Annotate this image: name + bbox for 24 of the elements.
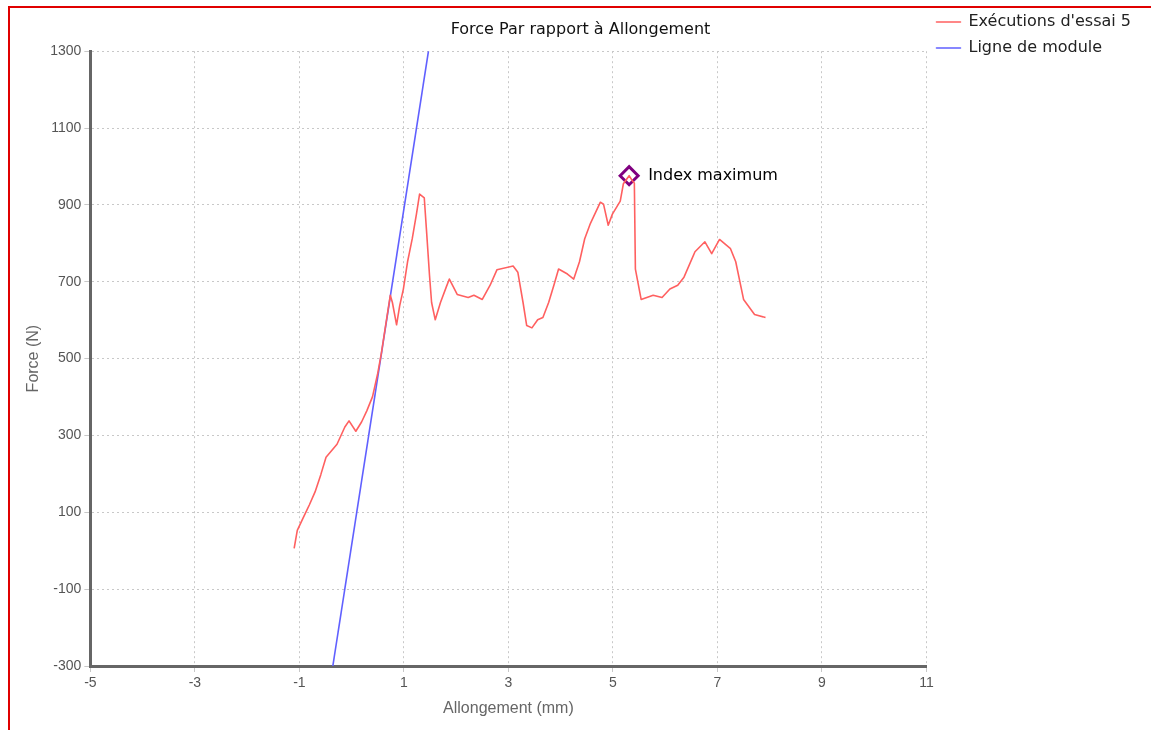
x-tick-label: 5 — [609, 674, 618, 691]
x-tick-label: -5 — [84, 674, 97, 691]
legend-label: Ligne de module — [968, 37, 1103, 57]
y-tick-label: 1100 — [51, 118, 82, 135]
x-tick-label: 7 — [713, 674, 722, 691]
x-tick-label: 11 — [919, 674, 934, 691]
x-tick-label: -3 — [188, 674, 202, 691]
y-axis-title: Force (N) — [24, 324, 42, 393]
x-tick-label: 1 — [400, 674, 408, 691]
x-tick-label: 3 — [504, 674, 513, 691]
y-tick-label: -100 — [53, 580, 82, 597]
series-label: Index maximum — [648, 164, 778, 184]
y-tick-label: 300 — [57, 426, 82, 443]
x-axis-title: Allongement (mm) — [443, 698, 574, 716]
y-tick-label: 100 — [57, 503, 82, 520]
chart-title: Force Par rapport à Allongement — [450, 18, 711, 38]
y-tick-label: 1300 — [50, 42, 82, 59]
legend-label: Exécutions d'essai 5 — [968, 11, 1132, 31]
y-tick-label: -300 — [53, 656, 82, 673]
y-tick-label: 700 — [57, 272, 82, 289]
x-tick-label: 9 — [818, 674, 827, 691]
y-tick-label: 500 — [57, 349, 82, 366]
x-tick-label: -1 — [293, 674, 306, 691]
y-tick-label: 900 — [57, 195, 82, 212]
